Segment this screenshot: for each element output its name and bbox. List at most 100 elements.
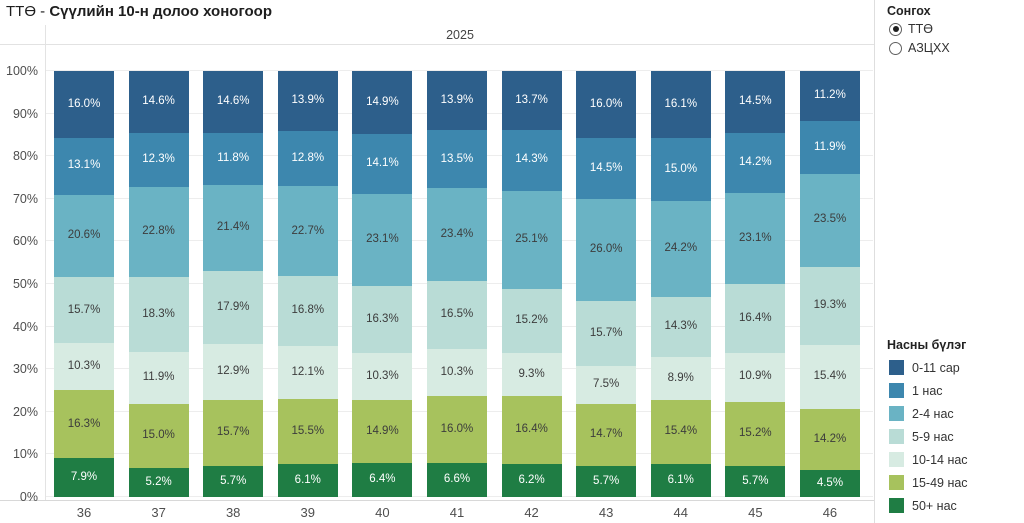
bar-segment-1 нас[interactable]: 13.5% <box>426 130 487 189</box>
bar-segment-2-4 нас[interactable]: 22.7% <box>277 186 338 277</box>
bar-segment-50+ нас[interactable]: 6.1% <box>650 464 711 497</box>
bar-segment-0-11 сар[interactable]: 11.2% <box>799 71 860 122</box>
segment-value-label: 13.9% <box>440 93 474 106</box>
radio-option-ТТӨ[interactable]: ТТӨ <box>889 22 1016 36</box>
segment-value-label: 11.2% <box>814 89 846 102</box>
segment-value-label: 13.1% <box>67 159 101 172</box>
radio-icon[interactable] <box>889 22 902 36</box>
bar-segment-5-9 нас[interactable]: 17.9% <box>203 270 264 344</box>
y-tick-label: 50% <box>12 277 38 291</box>
bar-segment-1 нас[interactable]: 13.1% <box>54 137 114 195</box>
bar-segment-2-4 нас[interactable]: 23.1% <box>725 193 786 285</box>
bar-segment-15-49 нас[interactable]: 15.2% <box>725 401 786 466</box>
bar-segment-2-4 нас[interactable]: 20.6% <box>54 194 114 278</box>
bar-segment-0-11 сар[interactable]: 16.1% <box>650 71 711 139</box>
bar-segment-1 нас[interactable]: 14.2% <box>725 132 786 194</box>
bar-segment-50+ нас[interactable]: 7.9% <box>54 458 114 498</box>
bar-segment-15-49 нас[interactable]: 15.0% <box>128 404 189 468</box>
bar-segment-10-14 нас[interactable]: 12.1% <box>277 345 338 400</box>
bar-segment-10-14 нас[interactable]: 11.9% <box>128 351 189 405</box>
page-title: ТТӨ - Сүүлийн 10-н долоо хоногоор <box>0 0 874 25</box>
bar-segment-10-14 нас[interactable]: 8.9% <box>650 357 711 400</box>
bar-segment-15-49 нас[interactable]: 14.2% <box>799 409 860 470</box>
bar-segment-50+ нас[interactable]: 5.7% <box>203 465 264 497</box>
bar-segment-10-14 нас[interactable]: 9.3% <box>501 352 562 397</box>
bar-segment-0-11 сар[interactable]: 14.6% <box>128 71 189 133</box>
bar-segment-50+ нас[interactable]: 5.2% <box>128 467 189 497</box>
bar-segment-2-4 нас[interactable]: 24.2% <box>650 201 711 297</box>
bar-segment-15-49 нас[interactable]: 16.0% <box>426 396 487 463</box>
bar-segment-5-9 нас[interactable]: 19.3% <box>799 266 860 345</box>
bar-segment-5-9 нас[interactable]: 16.4% <box>725 284 786 353</box>
bar-segment-0-11 сар[interactable]: 13.7% <box>501 71 562 130</box>
legend-item-15-49 нас[interactable]: 15-49 нас <box>889 475 1018 490</box>
bar-segment-1 нас[interactable]: 11.9% <box>799 121 860 174</box>
segment-value-label: 13.9% <box>291 94 325 107</box>
bar-segment-5-9 нас[interactable]: 15.2% <box>501 288 562 353</box>
bar-segment-5-9 нас[interactable]: 18.3% <box>128 277 189 352</box>
bar-segment-0-11 сар[interactable]: 16.0% <box>54 71 114 138</box>
bar-segment-1 нас[interactable]: 15.0% <box>650 138 711 202</box>
bar-segment-5-9 нас[interactable]: 15.7% <box>576 300 637 367</box>
bar-segment-5-9 нас[interactable]: 16.3% <box>352 285 413 354</box>
bar-segment-0-11 сар[interactable]: 13.9% <box>277 71 338 131</box>
bar-segment-1 нас[interactable]: 14.3% <box>501 129 562 191</box>
bar-segment-0-11 сар[interactable]: 14.5% <box>725 71 786 133</box>
bar-segment-5-9 нас[interactable]: 16.5% <box>426 280 487 350</box>
segment-value-label: 15.7% <box>216 426 250 439</box>
bar-segment-2-4 нас[interactable]: 21.4% <box>203 185 264 271</box>
bar-segment-5-9 нас[interactable]: 14.3% <box>650 296 711 358</box>
bar-segment-0-11 сар[interactable]: 14.6% <box>203 71 264 133</box>
legend-item-0-11 сар[interactable]: 0-11 сар <box>889 360 1018 375</box>
bar-segment-10-14 нас[interactable]: 10.3% <box>54 343 114 391</box>
legend-item-5-9 нас[interactable]: 5-9 нас <box>889 429 1018 444</box>
bar-segment-0-11 сар[interactable]: 14.9% <box>352 71 413 134</box>
bar-segment-2-4 нас[interactable]: 23.5% <box>799 173 860 267</box>
bar-segment-2-4 нас[interactable]: 23.1% <box>352 194 413 286</box>
bar-segment-10-14 нас[interactable]: 10.9% <box>725 352 786 402</box>
legend-item-50+ нас[interactable]: 50+ нас <box>889 498 1018 513</box>
bar-segment-50+ нас[interactable]: 6.4% <box>352 463 413 498</box>
bar-segment-10-14 нас[interactable]: 10.3% <box>426 349 487 397</box>
bar-segment-15-49 нас[interactable]: 15.4% <box>650 399 711 465</box>
bar-segment-2-4 нас[interactable]: 22.8% <box>128 186 189 278</box>
bar-segment-50+ нас[interactable]: 4.5% <box>799 469 860 497</box>
legend-item-2-4 нас[interactable]: 2-4 нас <box>889 406 1018 421</box>
bar-segment-1 нас[interactable]: 12.8% <box>277 130 338 187</box>
segment-value-label: 17.9% <box>216 300 250 313</box>
bar-segment-5-9 нас[interactable]: 16.8% <box>277 276 338 346</box>
bar-segment-1 нас[interactable]: 12.3% <box>128 132 189 187</box>
bar-segment-15-49 нас[interactable]: 16.3% <box>54 390 114 459</box>
bar-segment-10-14 нас[interactable]: 10.3% <box>352 353 413 401</box>
bar-segment-15-49 нас[interactable]: 16.4% <box>501 396 562 465</box>
bar-segment-50+ нас[interactable]: 6.6% <box>426 462 487 497</box>
bar-segment-2-4 нас[interactable]: 25.1% <box>501 190 562 289</box>
bar-segment-1 нас[interactable]: 11.8% <box>203 132 264 186</box>
bar-segment-10-14 нас[interactable]: 15.4% <box>799 344 860 410</box>
bar-segment-50+ нас[interactable]: 6.2% <box>501 464 562 497</box>
bar-segment-0-11 сар[interactable]: 16.0% <box>576 71 637 138</box>
bar-segment-15-49 нас[interactable]: 14.7% <box>576 403 637 466</box>
bar-segment-10-14 нас[interactable]: 7.5% <box>576 366 637 404</box>
radio-icon[interactable] <box>889 41 902 55</box>
bar-segment-1 нас[interactable]: 14.1% <box>352 133 413 195</box>
segment-value-label: 13.5% <box>440 152 474 165</box>
legend-item-10-14 нас[interactable]: 10-14 нас <box>889 452 1018 467</box>
legend-swatch <box>889 383 904 398</box>
bar-segment-50+ нас[interactable]: 5.7% <box>725 465 786 497</box>
bar-segment-0-11 сар[interactable]: 13.9% <box>426 71 487 131</box>
y-tick-label: 100% <box>6 64 38 78</box>
bar-segment-1 нас[interactable]: 14.5% <box>576 137 637 200</box>
radio-option-АЗЦХХ[interactable]: АЗЦХХ <box>889 41 1016 55</box>
bar-segment-5-9 нас[interactable]: 15.7% <box>54 277 114 344</box>
bar-segment-50+ нас[interactable]: 5.7% <box>576 465 637 497</box>
bar-segment-15-49 нас[interactable]: 15.5% <box>277 399 338 465</box>
bar-segment-10-14 нас[interactable]: 12.9% <box>203 343 264 401</box>
bar-segment-50+ нас[interactable]: 6.1% <box>277 464 338 497</box>
segment-value-label: 7.9% <box>70 470 98 483</box>
bar-segment-2-4 нас[interactable]: 23.4% <box>426 188 487 281</box>
legend-item-1 нас[interactable]: 1 нас <box>889 383 1018 398</box>
bar-segment-2-4 нас[interactable]: 26.0% <box>576 199 637 301</box>
bar-segment-15-49 нас[interactable]: 14.9% <box>352 400 413 464</box>
bar-segment-15-49 нас[interactable]: 15.7% <box>203 400 264 466</box>
